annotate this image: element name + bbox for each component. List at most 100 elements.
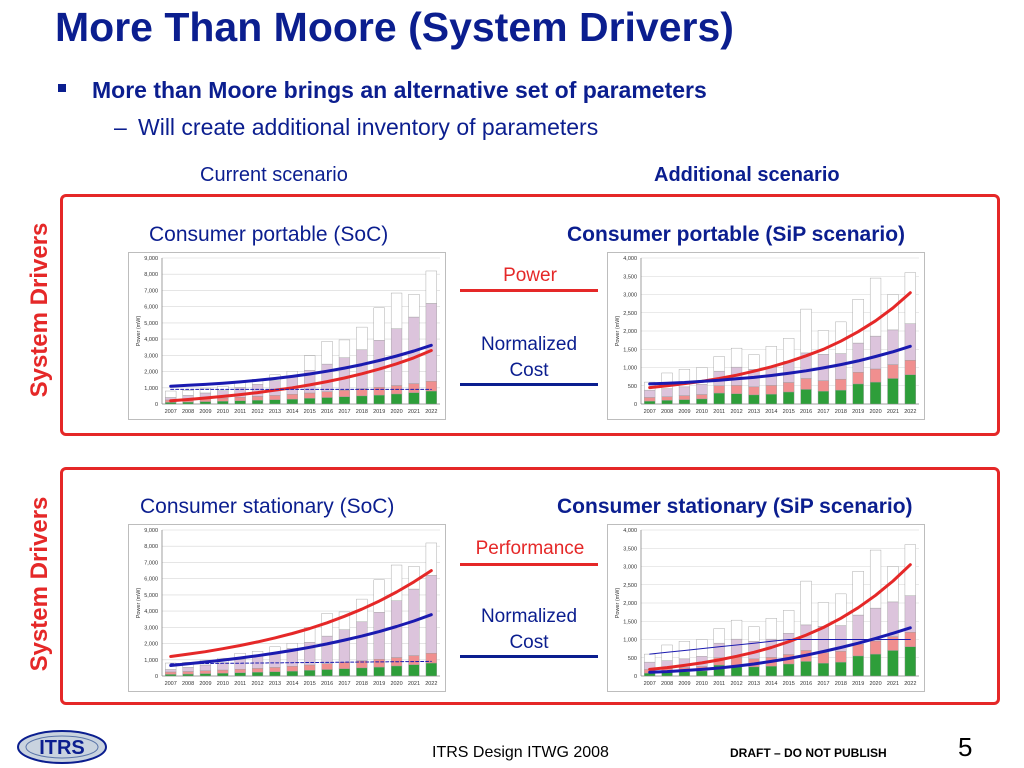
legend-cost-label-top: Normalized Cost (480, 334, 578, 381)
x-tick-label: 2008 (182, 681, 194, 687)
bar-segment-green (321, 669, 333, 677)
bar-segment-white (748, 626, 760, 642)
x-tick-label: 2014 (765, 409, 777, 415)
bar-segment-pink (869, 368, 882, 383)
bar-segment-pink (852, 644, 864, 657)
bar-segment-green (373, 394, 385, 405)
bar-segment-white (408, 294, 420, 318)
x-tick-label: 2021 (887, 681, 899, 687)
bar-segment-green (269, 399, 281, 405)
x-tick-label: 2014 (765, 681, 777, 687)
x-tick-label: 2016 (800, 409, 812, 415)
x-tick-label: 2010 (696, 409, 708, 415)
bar-segment-white (783, 610, 795, 634)
y-tick-label: 2,500 (623, 311, 637, 317)
bar-segment-pink (182, 671, 194, 675)
y-tick-label: 3,500 (623, 274, 637, 280)
bar-segment-green (887, 378, 899, 405)
side-label-bottom: System Drivers (26, 496, 53, 672)
bar-segment-lavender (338, 629, 351, 663)
y-tick-label: 1,000 (623, 366, 637, 372)
bar-segment-green (425, 662, 437, 677)
footer-center-text: ITRS Design ITWG 2008 (432, 744, 609, 761)
bar-segment-green (286, 670, 298, 677)
bar-segment-pink (217, 669, 229, 674)
bar-segment-white (661, 372, 673, 389)
x-tick-label: 2009 (199, 681, 211, 687)
y-tick-label: 4,000 (623, 528, 637, 534)
bar-segment-pink (338, 390, 351, 397)
bar-segment-pink (817, 380, 830, 392)
y-axis-label: Power (mW) (615, 316, 621, 347)
y-axis-label: Power (mW) (136, 588, 142, 619)
bar-segment-pink (286, 666, 298, 672)
bar-segment-white (748, 354, 760, 370)
y-tick-label: 9,000 (144, 256, 158, 262)
side-label-top: System Drivers (26, 222, 53, 398)
bar-segment-pink (165, 671, 177, 675)
bar-segment-pink (321, 391, 333, 398)
bar-segment-white (304, 355, 316, 371)
bar-segment-pink (800, 378, 812, 390)
page-number: 5 (958, 732, 973, 762)
bar-segment-lavender (182, 667, 194, 672)
y-tick-label: 1,000 (623, 638, 637, 644)
x-tick-label: 2017 (817, 681, 829, 687)
bar-segment-white (713, 628, 725, 644)
x-tick-label: 2015 (304, 409, 316, 415)
x-tick-label: 2019 (373, 409, 385, 415)
bar-segment-green (869, 653, 882, 677)
bar-segment-white (425, 542, 437, 576)
bar-segment-green (408, 392, 420, 405)
bar-segment-green (199, 401, 212, 405)
bar-segment-lavender (234, 659, 246, 670)
bar-segment-white (165, 390, 177, 398)
x-tick-label: 2009 (199, 409, 211, 415)
x-tick-label: 2007 (644, 681, 656, 687)
series-line-blue-thin (649, 639, 911, 655)
bar-segment-green (678, 671, 691, 677)
bar-segment-pink (234, 668, 246, 673)
y-tick-label: 1,500 (623, 347, 637, 353)
bar-segment-white (852, 571, 864, 616)
bar-segment-lavender (644, 389, 656, 398)
bar-segment-green (217, 673, 229, 677)
bar-segment-lavender (321, 635, 333, 664)
bar-segment-green (373, 666, 385, 677)
bar-segment-pink (869, 640, 882, 655)
bar-segment-green (800, 661, 812, 677)
bar-segment-white (199, 387, 212, 394)
bar-segment-pink (765, 385, 777, 395)
y-tick-label: 5,000 (144, 321, 158, 327)
bar-segment-white (286, 643, 298, 649)
chart-stationary-soc: 0 1,000 2,000 3,000 4,000 5,000 6,000 7,000 8,00… (128, 524, 446, 692)
logo-text: ITRS (39, 737, 85, 759)
bar-segment-pink (835, 378, 847, 391)
bar-segment-white (800, 308, 812, 354)
y-tick-label: 4,000 (623, 256, 637, 262)
x-tick-label: 2019 (852, 409, 864, 415)
y-tick-label: 6,000 (144, 305, 158, 311)
bar-segment-green (269, 671, 281, 677)
system-drivers-panel-top (60, 194, 1000, 436)
x-tick-label: 2022 (904, 681, 916, 687)
bar-segment-pink (904, 359, 916, 375)
x-tick-label: 2018 (835, 681, 847, 687)
bar-segment-white (817, 330, 830, 355)
x-tick-label: 2011 (713, 409, 725, 415)
bar-segment-green (165, 402, 177, 405)
bar-segment-green (730, 393, 743, 405)
y-tick-label: 1,000 (144, 386, 158, 392)
bar-segment-green (852, 655, 864, 677)
x-tick-label: 2016 (800, 681, 812, 687)
bar-segment-lavender (199, 664, 212, 671)
x-tick-label: 2017 (338, 409, 350, 415)
bar-segment-green (835, 661, 847, 677)
bar-segment-pink (269, 667, 281, 672)
x-tick-label: 2012 (251, 681, 263, 687)
chart-title-portable-sip: Consumer portable (SiP scenario) (567, 223, 906, 246)
x-tick-label: 2020 (390, 409, 402, 415)
bar-segment-lavender (373, 340, 385, 388)
x-tick-label: 2012 (730, 681, 742, 687)
x-tick-label: 2016 (321, 409, 333, 415)
